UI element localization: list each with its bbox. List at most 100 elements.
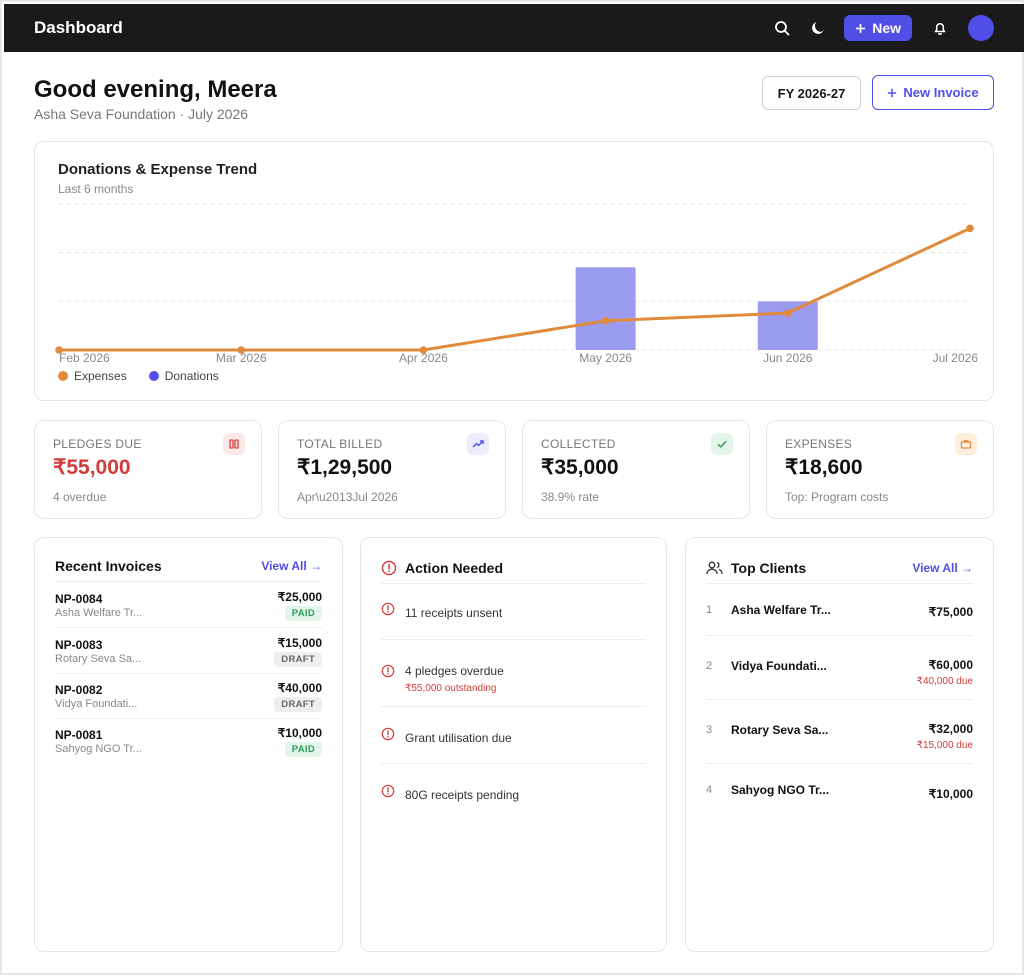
invoice-row[interactable]: NP-0082 Vidya Foundati... ₹40,000 DRAFT [55,673,322,719]
action-text: 11 receipts unsent [405,606,503,620]
chart-point-expenses [419,346,428,354]
chart-bar-donations [575,267,636,350]
top-bar: Dashboard New [4,4,1024,52]
panel-title: Action Needed [405,559,504,576]
panel-title: Top Clients [731,559,807,576]
bell-icon[interactable] [928,16,952,40]
action-item[interactable]: 11 receipts unsent [381,584,646,640]
legend-donations: Donations [148,369,219,383]
chart-x-tick-label: Jun 2026 [763,351,813,365]
stat-card-collected[interactable]: COLLECTED ₹35,000 38.9% rate [522,420,750,519]
chart-point-expenses [966,224,974,233]
invoice-row[interactable]: NP-0084 Asha Welfare Tr... ₹25,000 PAID [55,582,322,628]
stat-note: Top: Program costs [785,490,889,504]
invoice-id: NP-0083 [55,638,103,652]
action-text: 80G receipts pending [405,788,520,802]
stat-note: 4 overdue [53,490,107,504]
client-row[interactable]: 4 Sahyog NGO Tr... ₹10,000 [706,764,973,820]
chart-bar-donations [757,301,818,350]
clients-view-all-link[interactable]: View All → [912,560,973,575]
chart-subtitle: Last 6 months [58,182,134,196]
action-text: Grant utilisation due [405,731,512,745]
client-name: Asha Welfare Tr... [731,603,831,617]
legend-expenses: Expenses [58,369,127,383]
status-badge: DRAFT [274,697,322,712]
alert-icon [381,664,395,678]
client-rank: 4 [706,784,713,796]
trend-up-icon [467,433,489,455]
status-badge: PAID [284,606,322,621]
chart-title: Donations & Expense Trend [58,161,258,178]
recent-invoices-panel: Recent Invoices View All → NP-0084 Asha … [34,537,343,952]
panel-title-wrap: Action Needed [381,560,503,576]
invoice-amount: ₹25,000 [277,590,322,604]
action-subtext: ₹55,000 outstanding [405,683,497,694]
action-item[interactable]: Grant utilisation due [381,707,646,764]
search-icon[interactable] [770,16,794,40]
new-invoice-label: New Invoice [903,85,979,100]
stat-label: COLLECTED [541,437,616,451]
moon-icon[interactable] [806,16,830,40]
panel-header: Recent Invoices View All → [55,550,322,582]
fiscal-year-button[interactable]: FY 2026-27 [762,76,861,110]
stat-label: EXPENSES [785,437,853,451]
client-name: Sahyog NGO Tr... [731,783,830,797]
legend-donations-label: Donations [164,369,219,383]
action-item[interactable]: 4 pledges overdue ₹55,000 outstanding [381,640,646,707]
action-item[interactable]: 80G receipts pending [381,764,646,820]
stat-value: ₹1,29,500 [297,456,393,479]
invoice-id: NP-0082 [55,683,103,697]
chart-x-tick-label: Apr 2026 [399,351,448,365]
stat-value: ₹55,000 [53,456,131,479]
avatar[interactable] [968,15,994,41]
chart-x-tick-label: Mar 2026 [216,351,267,365]
stat-value: ₹35,000 [541,456,619,479]
invoice-row[interactable]: NP-0081 Sahyog NGO Tr... ₹10,000 PAID [55,718,322,764]
stat-label: PLEDGES DUE [53,437,142,451]
panel-title-wrap: Top Clients [706,560,806,576]
client-amount: ₹10,000 [928,787,973,801]
invoice-client: Asha Welfare Tr... [55,607,143,619]
chart-legend: Expenses Donations [58,369,219,383]
client-rank: 2 [706,660,713,672]
panel-header: Action Needed [381,552,646,584]
invoice-row[interactable]: NP-0083 Rotary Seva Sa... ₹15,000 DRAFT [55,628,322,674]
invoice-id: NP-0081 [55,728,103,742]
panel-header: Top Clients View All → [706,552,973,584]
alert-icon [381,560,397,575]
client-amount: ₹60,000 [928,658,973,672]
stat-card-total-billed[interactable]: TOTAL BILLED ₹1,29,500 Apr\u2013Jul 2026 [278,420,506,519]
plus-icon [856,23,866,33]
plus-icon [888,88,897,97]
stat-card-expenses[interactable]: EXPENSES ₹18,600 Top: Program costs [766,420,994,519]
invoice-client: Sahyog NGO Tr... [55,743,142,755]
client-amount: ₹32,000 [928,722,973,736]
chart-x-tick-label: May 2026 [579,351,632,365]
client-rank: 1 [706,604,713,616]
stat-value: ₹18,600 [785,456,863,479]
invoice-client: Rotary Seva Sa... [55,653,142,665]
invoice-amount: ₹15,000 [277,636,322,650]
client-row[interactable]: 1 Asha Welfare Tr... ₹75,000 [706,584,973,636]
trend-chart-card: Donations & Expense Trend Last 6 months … [34,141,994,401]
client-row[interactable]: 3 Rotary Seva Sa... ₹32,000 ₹15,000 due [706,700,973,764]
new-button[interactable]: New [844,15,912,41]
new-invoice-button[interactable]: New Invoice [872,75,994,110]
page-subtitle: Asha Seva Foundation · July 2026 [34,106,249,122]
status-badge: DRAFT [274,652,322,667]
chart-x-tick-label: Jul 2026 [933,351,979,365]
stat-note: Apr\u2013Jul 2026 [297,490,398,504]
chart-x-tick-label: Feb 2026 [59,351,110,365]
invoices-view-all-link[interactable]: View All → [261,558,322,573]
chart-point-expenses [601,317,610,325]
action-needed-panel: Action Needed 11 receipts unsent 4 pledg… [360,537,667,952]
chart-point-expenses [237,346,245,354]
trend-chart: Feb 2026 Mar 2026 Apr 2026 May 2026 Jun 2026… [55,203,979,365]
client-row[interactable]: 2 Vidya Foundati... ₹60,000 ₹40,000 due [706,636,973,700]
stat-card-pledges-due[interactable]: PLEDGES DUE ₹55,000 4 overdue [34,420,262,519]
alert-icon [381,602,395,616]
briefcase-icon [955,433,977,455]
pause-icon [223,433,245,455]
top-clients-panel: Top Clients View All → 1 Asha Welfare Tr… [685,537,994,952]
